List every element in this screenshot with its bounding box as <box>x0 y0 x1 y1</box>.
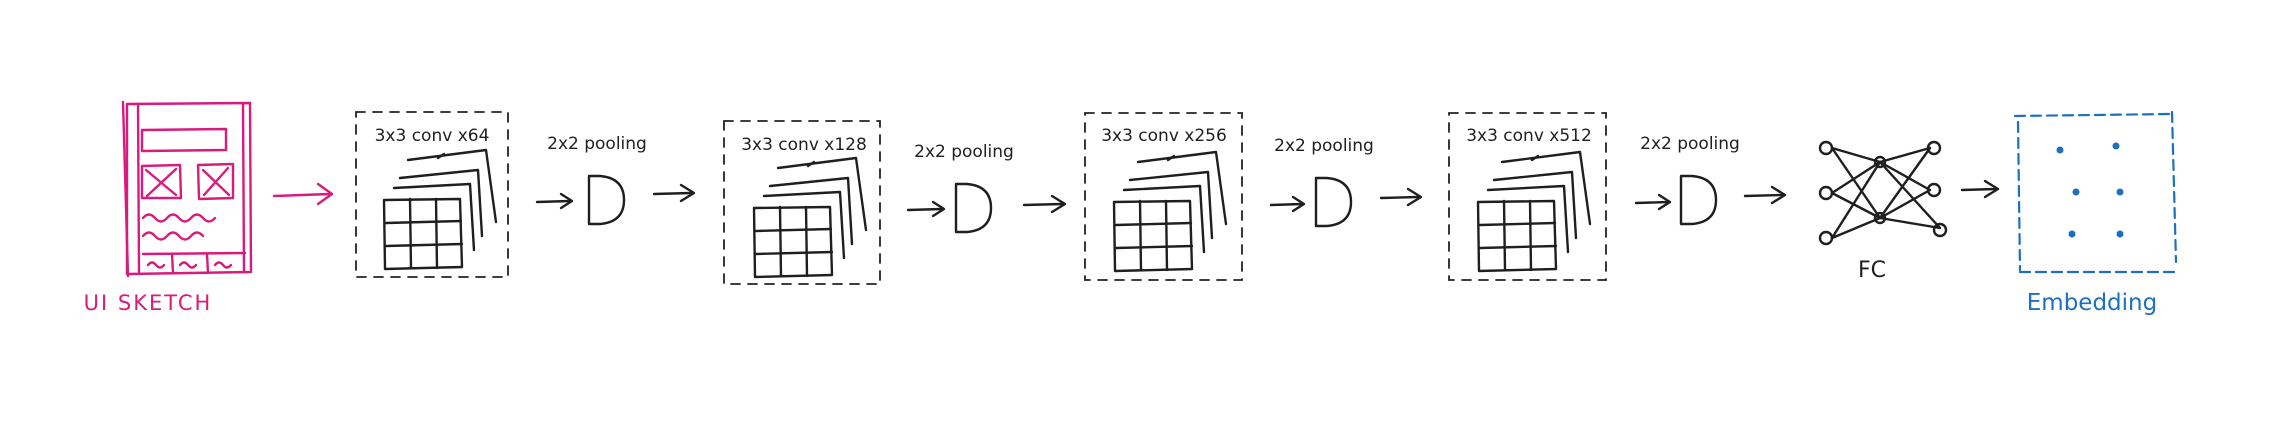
conv-block-2-label: 3x3 conv x128 <box>741 135 867 155</box>
arrow-block-1-to-pool-1 <box>535 192 574 210</box>
pooling-icon-2 <box>954 182 993 234</box>
embedding-vector-icon <box>2013 110 2178 274</box>
embedding-output: Embedding <box>2013 110 2178 316</box>
conv-block-2: 3x3 conv x128 <box>723 120 881 285</box>
conv-block-4-frame <box>1448 112 1607 281</box>
feature-maps-3 <box>1112 150 1228 273</box>
arrow-block-4-to-pool-4 <box>1634 193 1672 211</box>
fc-layer: FC <box>1818 140 1948 283</box>
feature-maps-1 <box>382 148 498 271</box>
conv-block-1-frame <box>355 111 509 278</box>
pool-3: 2x2 pooling <box>1274 136 1374 228</box>
conv-block-3-frame <box>1084 112 1243 281</box>
ui-sketch-input: UI SKETCH <box>84 100 253 315</box>
pool-2-label: 2x2 pooling <box>914 142 1014 162</box>
pool-1: 2x2 pooling <box>547 134 647 226</box>
feature-maps-2 <box>752 156 868 279</box>
pool-4: 2x2 pooling <box>1640 134 1740 226</box>
pooling-icon-4 <box>1679 174 1718 226</box>
arrow-pool-3-to-block-4 <box>1379 187 1423 207</box>
arrow-block-3-to-pool-3 <box>1269 195 1306 213</box>
pool-4-label: 2x2 pooling <box>1640 134 1740 154</box>
conv-block-4-label: 3x3 conv x512 <box>1466 126 1592 146</box>
conv-block-2-frame <box>723 120 881 285</box>
embedding-label: Embedding <box>2027 290 2157 316</box>
pooling-icon-1 <box>587 174 626 226</box>
feature-maps-4 <box>1476 150 1592 273</box>
pool-2: 2x2 pooling <box>914 142 1014 234</box>
conv-block-1: 3x3 conv x64 <box>355 111 509 278</box>
fc-label: FC <box>1858 258 1886 283</box>
arrow-pool-2-to-block-3 <box>1022 194 1067 214</box>
pool-1-label: 2x2 pooling <box>547 134 647 154</box>
arrow-pool-4-to-fc <box>1743 185 1787 205</box>
conv-block-1-label: 3x3 conv x64 <box>375 126 490 146</box>
arrow-pool-1-to-block-2 <box>652 183 696 203</box>
arrow-block-2-to-pool-2 <box>906 200 946 218</box>
fc-network-icon <box>1818 140 1948 246</box>
pooling-icon-3 <box>1314 176 1353 228</box>
conv-block-3-label: 3x3 conv x256 <box>1101 126 1227 146</box>
conv-block-3: 3x3 conv x256 <box>1084 112 1243 281</box>
ui-sketch-icon <box>121 100 253 278</box>
pool-3-label: 2x2 pooling <box>1274 136 1374 156</box>
ui-sketch-label: UI SKETCH <box>84 291 213 315</box>
arrow-input-to-block-1 <box>272 182 334 206</box>
arrow-fc-to-embedding <box>1960 179 2000 199</box>
conv-block-4: 3x3 conv x512 <box>1448 112 1607 281</box>
